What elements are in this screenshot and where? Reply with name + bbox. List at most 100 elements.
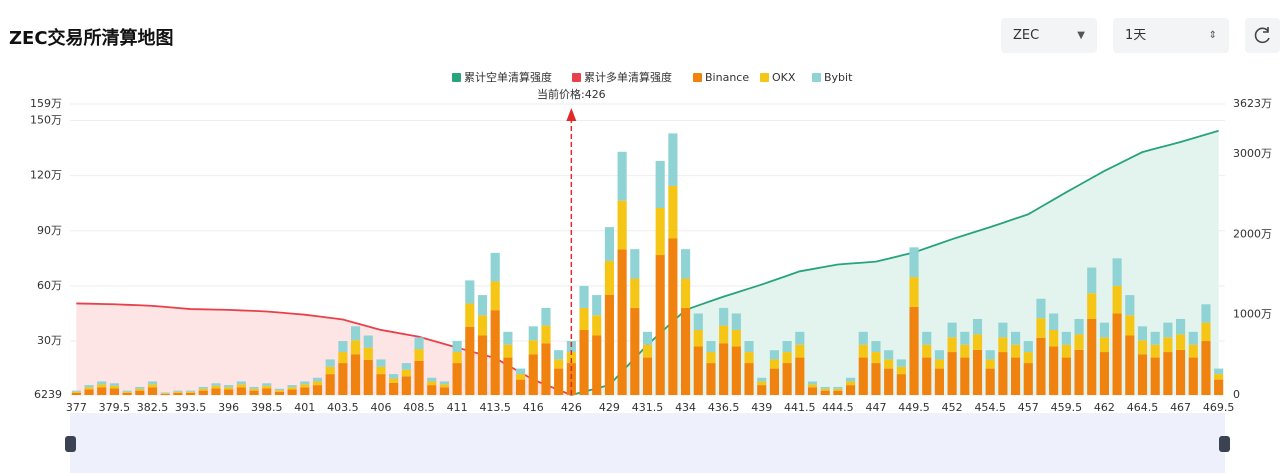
bar <box>338 352 348 364</box>
bar <box>604 260 614 295</box>
bar <box>1188 344 1198 358</box>
bar <box>1112 258 1122 286</box>
bar <box>389 374 399 379</box>
bar <box>1087 293 1097 319</box>
refresh-button[interactable] <box>1245 18 1280 53</box>
bar <box>820 388 830 391</box>
bar <box>998 352 1008 395</box>
bar <box>934 350 944 360</box>
bar <box>262 383 272 386</box>
bar <box>871 341 881 353</box>
bar <box>452 352 462 364</box>
bar <box>389 378 399 383</box>
legend-label: Binance <box>705 71 749 84</box>
bar <box>858 357 868 395</box>
bar <box>871 363 881 395</box>
legend-swatch <box>693 73 702 82</box>
bar <box>1214 379 1224 395</box>
bar <box>960 357 970 395</box>
bar <box>617 151 627 201</box>
y2-tick-label: 3623万 <box>1233 97 1272 110</box>
bar <box>300 384 310 388</box>
bar <box>262 385 272 389</box>
symbol-value: ZEC <box>1013 28 1040 43</box>
bar <box>1112 313 1122 395</box>
bar <box>427 377 437 382</box>
x-tick-label: 393.5 <box>175 401 207 414</box>
x-tick-label: 436.5 <box>708 401 740 414</box>
bar <box>516 368 526 375</box>
bar <box>960 331 970 345</box>
area <box>571 130 1219 395</box>
bar <box>389 382 399 395</box>
bar <box>325 366 335 375</box>
line <box>571 129 1219 396</box>
bar <box>744 352 754 364</box>
bar <box>579 285 589 308</box>
bar <box>1049 346 1059 395</box>
x-tick-label: 447 <box>865 401 886 414</box>
bar <box>947 337 957 353</box>
x-tick-label: 403.5 <box>327 401 359 414</box>
symbol-select[interactable]: ZEC ▼ <box>1001 18 1097 53</box>
bar <box>744 363 754 395</box>
bar <box>490 310 500 395</box>
bar <box>211 388 221 395</box>
x-tick-label: 379.5 <box>99 401 131 414</box>
bar <box>211 383 221 386</box>
bar <box>71 392 81 395</box>
bar <box>516 374 526 380</box>
bar <box>84 387 94 390</box>
bar <box>414 360 424 395</box>
bar <box>769 350 779 360</box>
bar <box>566 341 576 353</box>
bar <box>274 390 284 392</box>
bar <box>579 307 589 330</box>
bar <box>249 390 259 395</box>
bar <box>503 357 513 395</box>
bar <box>1099 322 1109 338</box>
bar <box>465 280 475 304</box>
period-select[interactable]: 1天 ⇕ <box>1113 18 1229 53</box>
period-value: 1天 <box>1125 28 1147 43</box>
x-tick-label: 449.5 <box>898 401 930 414</box>
bar <box>97 384 107 388</box>
bar <box>1074 349 1084 395</box>
legend-swatch <box>812 73 821 82</box>
y-tick-label: 90万 <box>37 224 62 237</box>
bar <box>1011 331 1021 345</box>
bar <box>1099 352 1109 395</box>
bar <box>934 368 944 395</box>
bar <box>1201 341 1211 395</box>
bar <box>287 389 297 395</box>
bar <box>186 392 196 395</box>
bar <box>490 252 500 282</box>
bar <box>477 295 488 316</box>
bar <box>312 377 323 382</box>
bar <box>896 359 906 367</box>
bar <box>617 249 627 395</box>
bar <box>160 392 170 394</box>
bar <box>642 344 653 358</box>
bar <box>186 391 196 393</box>
bar <box>439 384 449 388</box>
bar <box>1011 344 1021 358</box>
bar <box>655 255 665 395</box>
bar <box>642 357 653 395</box>
bar <box>681 249 691 279</box>
bar <box>490 281 500 311</box>
bar <box>1087 318 1097 395</box>
bar <box>909 277 919 307</box>
area <box>76 303 572 395</box>
bar <box>376 359 386 367</box>
bar <box>338 363 348 395</box>
bar <box>972 349 983 395</box>
bar <box>135 386 145 389</box>
bar <box>820 390 830 395</box>
bar <box>274 388 284 391</box>
bar <box>592 295 602 316</box>
bar <box>1137 354 1148 395</box>
bar <box>173 391 183 393</box>
bar <box>236 387 246 395</box>
bar <box>757 381 767 386</box>
